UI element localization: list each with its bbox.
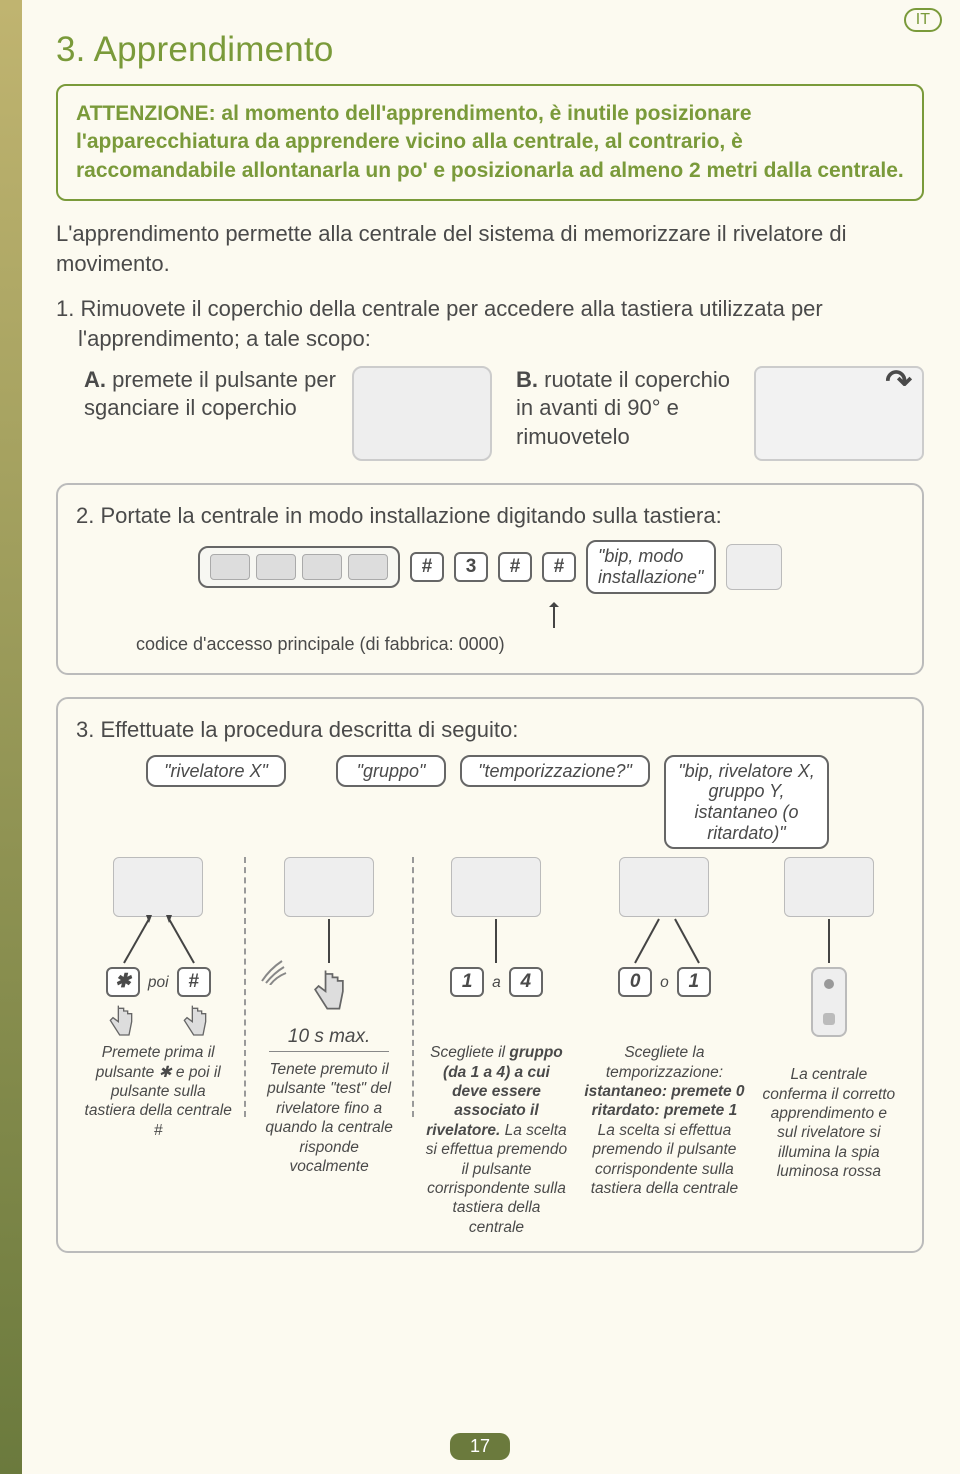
- step-1b: B. ruotate il coperchio in avanti di 90°…: [516, 366, 924, 461]
- speech-rivelatore: "rivelatore X": [146, 755, 286, 788]
- step-1a: A. premete il pulsante per sganciare il …: [84, 366, 492, 461]
- col-4: 0 o 1 Scegliete la temporizzazione: ista…: [575, 857, 754, 1237]
- radio-waves-icon: [256, 951, 302, 985]
- connector-line: [328, 919, 330, 963]
- connector-lines-icon: [94, 915, 224, 965]
- speech-temporizzazione: "temporizzazione?": [460, 755, 650, 788]
- key-blank: [348, 554, 388, 580]
- col-2: 10 s max. Tenete premuto il pulsante "te…: [250, 857, 407, 1237]
- warning-box: ATTENZIONE: al momento dell'apprendiment…: [56, 84, 924, 201]
- central-device-icon: [726, 544, 782, 590]
- intro-text: L'apprendimento permette alla centrale d…: [56, 219, 924, 278]
- key-blank: [256, 554, 296, 580]
- key-hash: #: [498, 552, 532, 582]
- step-2-text: 2. Portate la centrale in modo installaz…: [76, 501, 904, 531]
- step-3-box: 3. Effettuate la procedura descritta di …: [56, 697, 924, 1253]
- step-1b-label: B.: [516, 367, 538, 392]
- speech-gruppo: "gruppo": [336, 755, 446, 788]
- connector-line: [828, 919, 830, 963]
- step-3-text: 3. Effettuate la procedura descritta di …: [76, 715, 904, 745]
- arrow-up-icon: [553, 606, 555, 628]
- device-icon: [784, 857, 874, 917]
- separator: [412, 857, 414, 1117]
- key-3: 3: [454, 552, 488, 582]
- step-1b-text: ruotate il coperchio in avanti di 90° e …: [516, 367, 730, 449]
- access-code-keys: [198, 546, 400, 588]
- hand-icon: [179, 1003, 211, 1043]
- hand-icon: [105, 1003, 137, 1043]
- col1-caption: Premete prima il pulsante ✱ e poi il pul…: [84, 1043, 232, 1140]
- step-1a-label: A.: [84, 367, 106, 392]
- col2-caption: Tenete premuto il pulsante "test" del ri…: [258, 1060, 399, 1176]
- step-1-text: 1. Rimuovete il coperchio della centrale…: [56, 294, 924, 353]
- key-hash: #: [542, 552, 576, 582]
- detector-led-icon: [811, 967, 847, 1037]
- key-hash: #: [177, 967, 211, 997]
- label-a: a: [492, 973, 501, 992]
- col3-caption: Scegliete il gruppo (da 1 a 4) a cui dev…: [426, 1043, 567, 1237]
- illustration-press-button: [352, 366, 492, 461]
- col-3: 1 a 4 Scegliete il gruppo (da 1 a 4) a c…: [418, 857, 575, 1237]
- device-icon: [451, 857, 541, 917]
- key-hash: #: [410, 552, 444, 582]
- key-4: 4: [509, 967, 543, 997]
- section-title: 3. Apprendimento: [56, 30, 924, 70]
- key-star: ✱: [106, 967, 140, 997]
- time-limit: 10 s max.: [269, 1025, 389, 1052]
- language-badge: IT: [904, 8, 942, 32]
- device-icon: [113, 857, 203, 917]
- key-0: 0: [618, 967, 652, 997]
- hand-press-icon: [308, 967, 350, 1019]
- key-blank: [302, 554, 342, 580]
- page-number: 17: [450, 1433, 510, 1460]
- step-2-box: 2. Portate la centrale in modo installaz…: [56, 483, 924, 675]
- speech-confirmation: "bip, rivelatore X, gruppo Y, istantaneo…: [664, 755, 829, 850]
- step-1a-text: premete il pulsante per sganciare il cop…: [84, 367, 336, 421]
- col5-caption: La centrale conferma il corretto apprend…: [762, 1065, 896, 1181]
- col4-caption: Scegliete la temporizzazione: istantaneo…: [583, 1043, 746, 1198]
- col-5: La centrale conferma il corretto apprend…: [754, 857, 904, 1237]
- access-code-caption: codice d'accesso principale (di fabbrica…: [136, 634, 904, 655]
- col-1: ✱ poi # Premete prima il pulsante ✱ e po…: [76, 857, 240, 1237]
- label-poi: poi: [148, 973, 169, 992]
- page-content: 3. Apprendimento ATTENZIONE: al momento …: [0, 0, 960, 1335]
- separator: [244, 857, 246, 1117]
- device-icon: [619, 857, 709, 917]
- rotate-arrow-icon: ↷: [885, 362, 912, 400]
- label-o: o: [660, 973, 669, 992]
- key-1: 1: [450, 967, 484, 997]
- speech-bubble-install: "bip, modo installazione": [586, 540, 716, 593]
- left-stripe: [0, 0, 22, 1474]
- connector-line: [495, 919, 497, 963]
- key-blank: [210, 554, 250, 580]
- illustration-rotate-cover: ↷: [754, 366, 924, 461]
- device-icon: [284, 857, 374, 917]
- connector-lines-icon: [601, 915, 731, 965]
- key-1: 1: [677, 967, 711, 997]
